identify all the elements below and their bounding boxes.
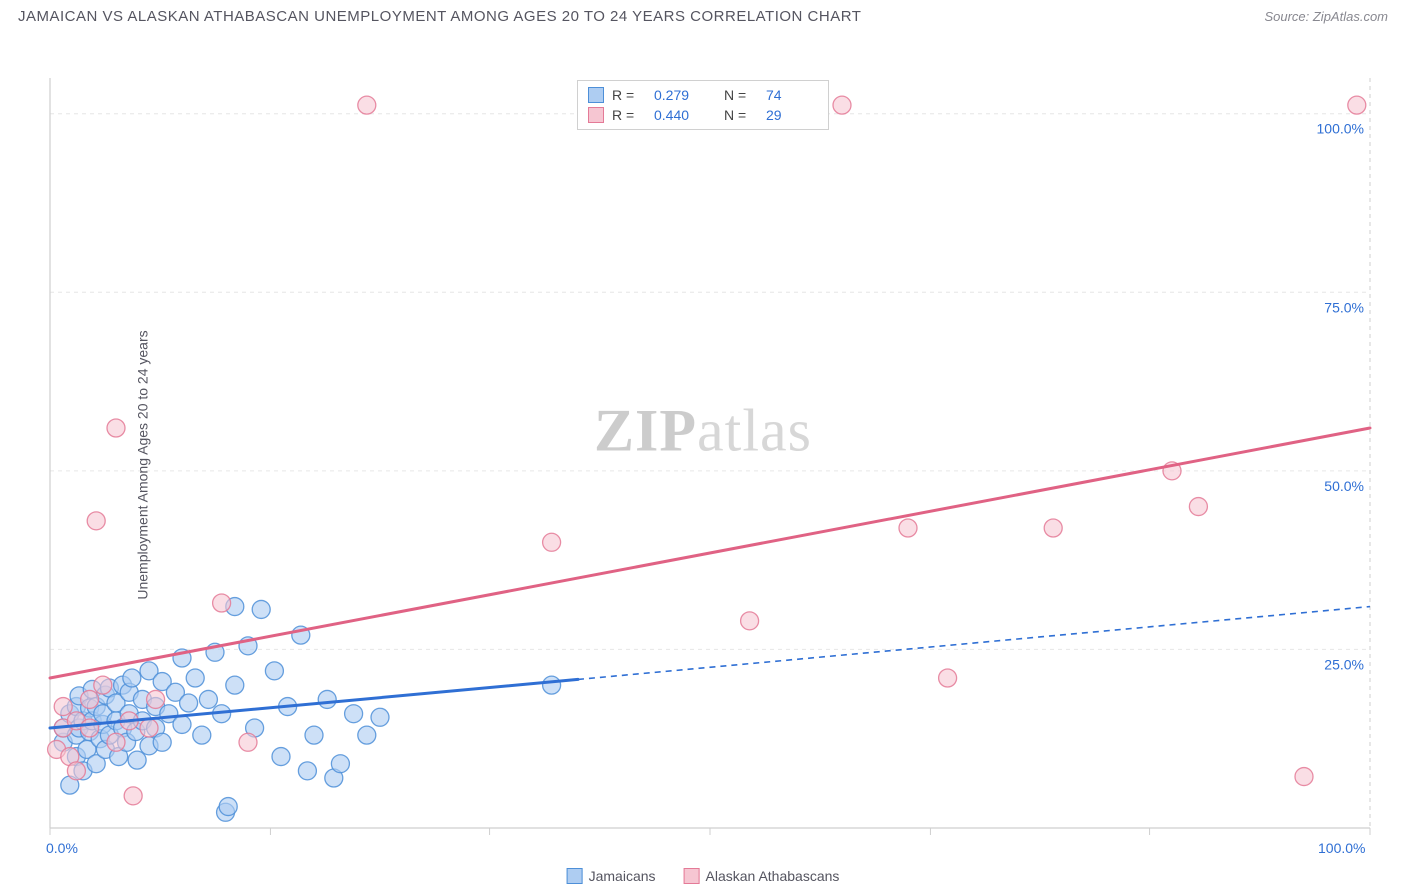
- x-axis-min-label: 0.0%: [46, 840, 78, 856]
- svg-text:100.0%: 100.0%: [1317, 121, 1364, 137]
- chart-container: Unemployment Among Ages 20 to 24 years 2…: [0, 38, 1406, 892]
- x-axis-max-label: 100.0%: [1318, 840, 1365, 856]
- svg-text:75.0%: 75.0%: [1324, 299, 1364, 315]
- scatter-chart: 25.0% 50.0% 75.0% 100.0%: [0, 38, 1406, 892]
- svg-text:25.0%: 25.0%: [1324, 656, 1364, 672]
- svg-text:50.0%: 50.0%: [1324, 478, 1364, 494]
- chart-title: JAMAICAN VS ALASKAN ATHABASCAN UNEMPLOYM…: [18, 8, 861, 25]
- series-legend: Jamaicans Alaskan Athabascans: [567, 868, 840, 884]
- legend-item: Alaskan Athabascans: [684, 868, 840, 884]
- legend-row: R =0.279N =74: [588, 85, 818, 105]
- legend-item: Jamaicans: [567, 868, 656, 884]
- source-label: Source: ZipAtlas.com: [1264, 9, 1388, 24]
- correlation-legend: R =0.279N =74R =0.440N =29: [577, 80, 829, 130]
- legend-row: R =0.440N =29: [588, 105, 818, 125]
- y-axis-label: Unemployment Among Ages 20 to 24 years: [135, 330, 151, 599]
